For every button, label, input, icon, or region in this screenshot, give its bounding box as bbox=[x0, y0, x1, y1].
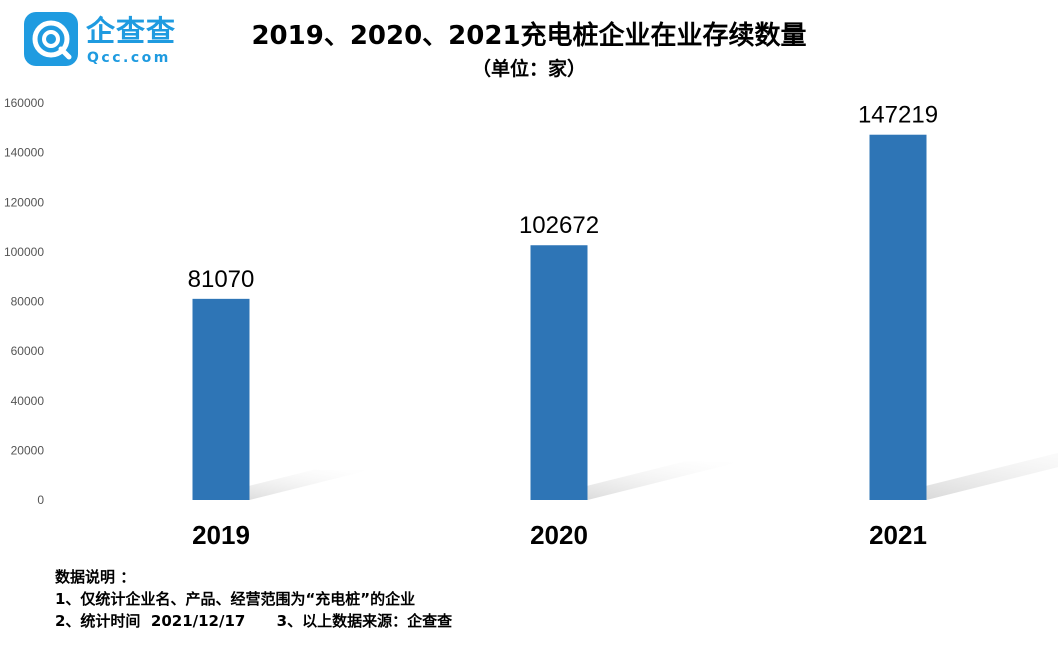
category-labels: 2019 2020 2021 bbox=[192, 520, 927, 550]
chart-title: 2019、2020、2021充电桩企业在业存续数量 bbox=[251, 21, 807, 51]
y-tick-label: 120000 bbox=[4, 195, 44, 209]
y-tick-label: 140000 bbox=[4, 146, 44, 160]
notes-heading: 数据说明 ： bbox=[55, 568, 136, 586]
y-tick-label: 100000 bbox=[4, 245, 44, 259]
y-tick-label: 80000 bbox=[11, 295, 45, 309]
x-tick-label-2019: 2019 bbox=[192, 520, 250, 550]
data-labels: 81070 102672 147219 bbox=[188, 102, 938, 293]
bar-2020 bbox=[530, 245, 588, 500]
data-notes: 数据说明 ： 1、仅统计企业名、产品、经营范围为“充电桩”的企业 2、统计时间 … bbox=[55, 566, 452, 632]
notes-line-2: 2、统计时间 2021/12/17 3、以上数据来源：企查查 bbox=[55, 612, 453, 630]
bar-shadows bbox=[192, 452, 1058, 500]
y-axis: 0 20000 40000 60000 80000 100000 120000 140000 1… bbox=[4, 96, 44, 507]
qcc-logo-icon bbox=[24, 12, 78, 66]
logo-text-en: Qcc.com bbox=[87, 50, 171, 66]
y-tick-label: 60000 bbox=[11, 344, 45, 358]
bar-2021 bbox=[869, 134, 927, 500]
y-tick-label: 40000 bbox=[11, 394, 45, 408]
x-tick-label-2021: 2021 bbox=[869, 520, 927, 550]
bars bbox=[192, 134, 927, 500]
qcc-logo: 企查查 Qcc.com bbox=[24, 10, 194, 68]
data-label-2020: 102672 bbox=[519, 212, 599, 239]
chart-subtitle: （单位：家） bbox=[471, 58, 586, 80]
bar-2019 bbox=[192, 298, 250, 500]
data-label-2019: 81070 bbox=[188, 266, 255, 293]
x-tick-label-2020: 2020 bbox=[530, 520, 588, 550]
notes-line-1: 1、仅统计企业名、产品、经营范围为“充电桩”的企业 bbox=[55, 590, 416, 608]
y-tick-label: 160000 bbox=[4, 96, 44, 110]
y-tick-label: 0 bbox=[37, 493, 44, 507]
logo-text-cn: 企查查 bbox=[86, 14, 177, 48]
y-tick-label: 20000 bbox=[11, 443, 45, 457]
data-label-2021: 147219 bbox=[858, 102, 938, 129]
